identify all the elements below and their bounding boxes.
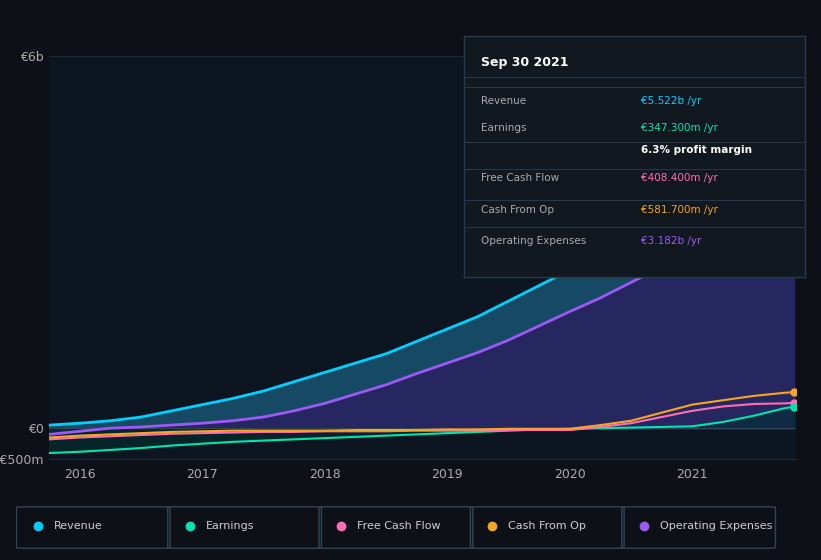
Text: Operating Expenses: Operating Expenses [659,521,772,531]
Text: €5.522b /yr: €5.522b /yr [641,96,701,106]
Text: €3.182b /yr: €3.182b /yr [641,236,701,246]
Text: Cash From Op: Cash From Op [508,521,586,531]
Text: €347.300m /yr: €347.300m /yr [641,123,718,133]
Text: Free Cash Flow: Free Cash Flow [357,521,441,531]
Text: Earnings: Earnings [481,123,526,133]
Text: Earnings: Earnings [205,521,254,531]
Text: Free Cash Flow: Free Cash Flow [481,174,559,184]
Text: Operating Expenses: Operating Expenses [481,236,586,246]
Text: Sep 30 2021: Sep 30 2021 [481,55,568,69]
Text: Revenue: Revenue [481,96,526,106]
Text: Cash From Op: Cash From Op [481,205,554,215]
Text: €581.700m /yr: €581.700m /yr [641,205,718,215]
Text: Revenue: Revenue [54,521,103,531]
Text: €408.400m /yr: €408.400m /yr [641,174,718,184]
Text: 6.3% profit margin: 6.3% profit margin [641,144,752,155]
